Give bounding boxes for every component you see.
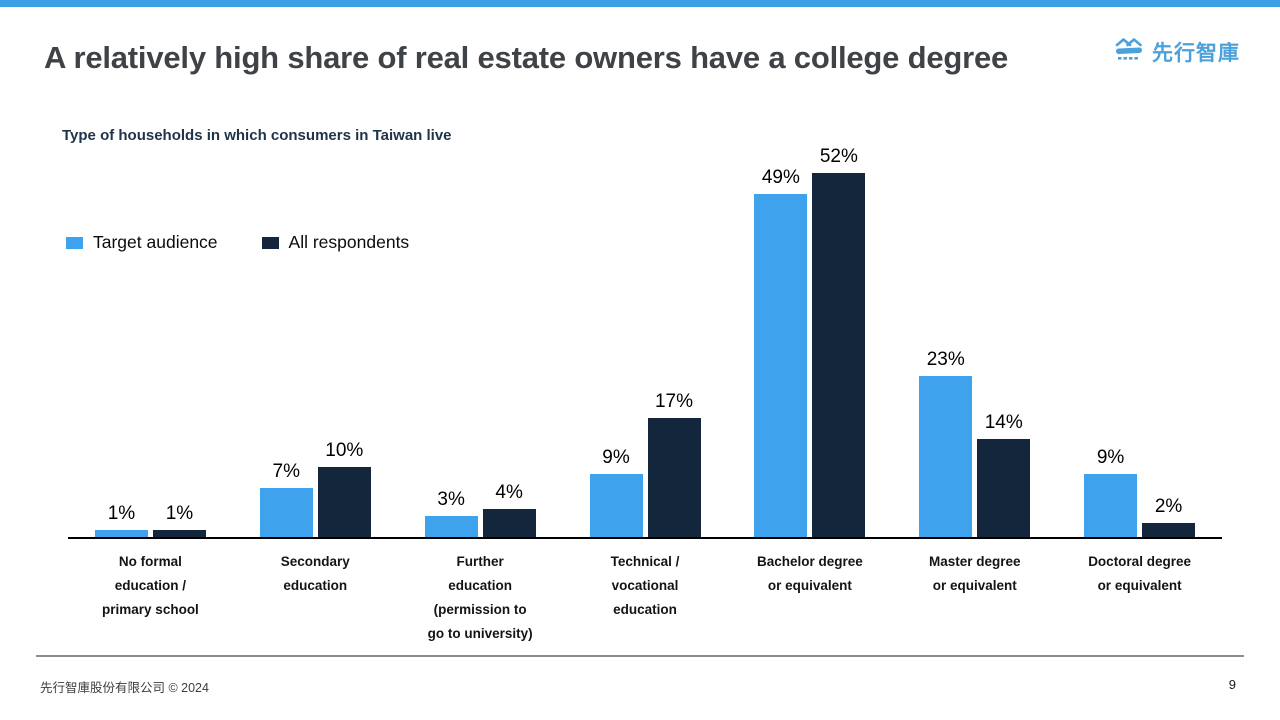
bar-value-label: 9% [602, 447, 630, 468]
legend-item: Target audience [66, 232, 218, 253]
bar-value-label: 3% [437, 489, 465, 510]
bar-column: 9% [1084, 447, 1138, 537]
bar-value-label: 23% [926, 349, 965, 370]
bar-value-label: 9% [1096, 447, 1125, 468]
bar-group: 7% 10% [233, 440, 398, 537]
category-labels: No formal education / primary school Seco… [68, 550, 1222, 646]
bar [1142, 523, 1196, 537]
legend: Target audience All respondents [66, 232, 409, 253]
category-label: Master degree or equivalent [928, 554, 1021, 593]
bar-value-label: 14% [984, 412, 1023, 433]
legend-item: All respondents [261, 232, 410, 253]
bar-value-label: 52% [819, 146, 858, 167]
bar [152, 530, 206, 537]
bar [482, 509, 536, 537]
bar-column: 2% [1142, 496, 1196, 537]
bar [317, 467, 371, 537]
bar [977, 439, 1031, 537]
x-axis-line [68, 537, 1222, 539]
footer-company: 先行智庫股份有限公司 © 2024 [40, 681, 209, 695]
category-label: Secondary education [280, 554, 350, 593]
logo-text: 先行智庫 [1152, 42, 1240, 65]
chart-title: Type of households in which consumers in… [62, 127, 452, 144]
bar-group: 9% 2% [1057, 447, 1222, 537]
bar-value-label: 10% [325, 440, 364, 461]
bar-column: 49% [754, 167, 808, 537]
bar-column: 3% [424, 489, 478, 537]
page-number: 9 [1228, 677, 1236, 692]
bar-group: 1% 1% [68, 503, 233, 537]
bar-column: 10% [317, 440, 371, 537]
bar [424, 516, 478, 537]
bar [812, 173, 866, 537]
category-label: Doctoral degree or equivalent [1088, 554, 1191, 593]
legend-label: All respondents [288, 232, 410, 252]
category-label: Further education (permission to go to u… [427, 554, 533, 641]
bar-value-label: 1% [107, 503, 136, 524]
bar [754, 194, 808, 537]
slide-title: A relatively high share of real estate o… [44, 40, 1009, 75]
bar [919, 376, 973, 537]
category-label: Technical / vocational education [610, 554, 680, 617]
bar [647, 418, 701, 537]
category-label: Bachelor degree or equivalent [756, 554, 863, 593]
bar-column: 9% [589, 447, 643, 537]
category-label: No formal education / primary school [102, 554, 199, 617]
legend-swatch [66, 236, 83, 249]
bar-column: 1% [152, 503, 206, 537]
bar [259, 488, 313, 537]
top-accent-bar [0, 0, 1280, 7]
bar [94, 530, 148, 537]
bar-group: 49% 52% [727, 146, 892, 537]
bar [1084, 474, 1138, 537]
bar-column: 14% [977, 412, 1031, 537]
footer-divider [36, 655, 1244, 657]
bar-groups: 1% 1% 7% 10% 3% 4% 9% 17% 49% 52% 23% 14% 9% 2% [68, 140, 1222, 537]
bar-group: 3% 4% [398, 482, 563, 537]
bar-column: 4% [482, 482, 536, 537]
bar-value-label: 49% [761, 167, 800, 188]
legend-swatch [261, 236, 279, 249]
bar [589, 474, 643, 537]
bar-value-label: 1% [165, 503, 194, 524]
bar-value-label: 4% [495, 482, 523, 503]
legend-label: Target audience [93, 232, 218, 252]
bar-group: 23% 14% [892, 349, 1057, 537]
bar-column: 23% [919, 349, 973, 537]
bar-group: 9% 17% [563, 391, 728, 537]
bar-column: 1% [94, 503, 148, 537]
bar-value-label: 7% [272, 461, 301, 482]
bar-column: 52% [812, 146, 866, 537]
bar-value-label: 2% [1154, 496, 1183, 517]
bar-value-label: 17% [654, 391, 694, 412]
bar-column: 7% [259, 461, 313, 537]
train-logo-icon [1114, 36, 1144, 68]
bar-column: 17% [647, 391, 701, 537]
company-logo: 先行智庫 [1114, 36, 1240, 68]
